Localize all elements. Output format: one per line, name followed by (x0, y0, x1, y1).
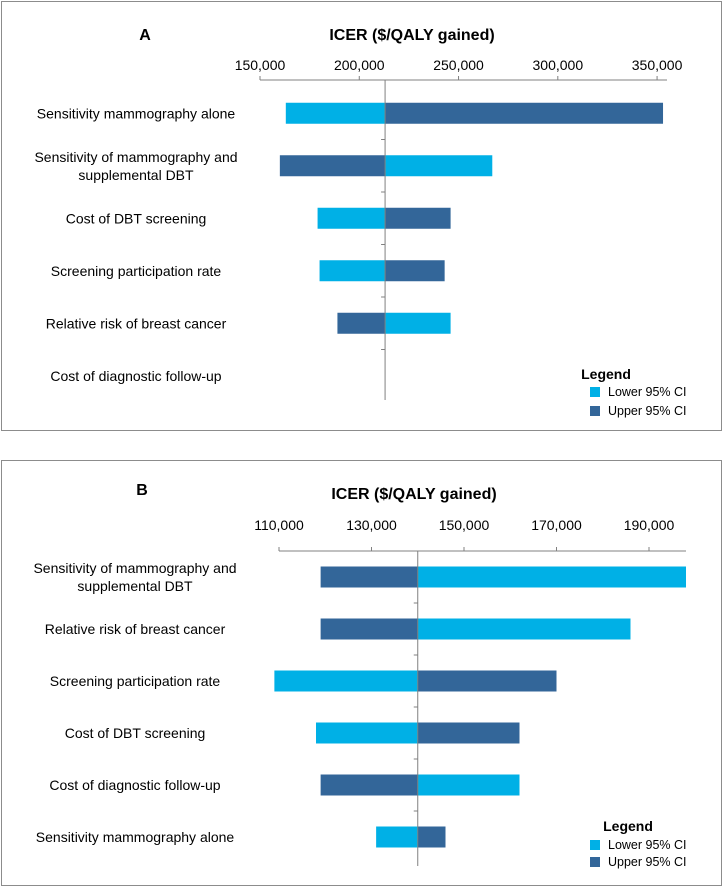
tick-label-b: 170,000 (531, 517, 582, 533)
category-label-b: Sensitivity of mammography and supplement… (33, 560, 236, 594)
category-label-a: Screening participation rate (51, 263, 222, 279)
category-label-b: Relative risk of breast cancer (45, 621, 226, 637)
category-label-a: Relative risk of breast cancer (46, 315, 227, 331)
panel-a: A ICER ($/QALY gained) 150,000 200,000 250,0… (1, 1, 722, 431)
legend-title-a: Legend (581, 366, 631, 382)
category-label-a: Sensitivity mammography alone (37, 105, 236, 121)
panel-label-a: A (139, 27, 151, 44)
bar-upper-b (417, 826, 446, 848)
axis-title-a: ICER ($/QALY gained) (329, 27, 494, 44)
bar-lower-a (319, 260, 386, 282)
tick-label-b: 110,000 (254, 517, 304, 533)
bar-upper-b (417, 670, 557, 692)
category-label-b: Screening participation rate (50, 673, 221, 689)
bar-upper-a (337, 312, 386, 334)
tick-label-a: 300,000 (533, 57, 584, 73)
bar-upper-b (320, 566, 418, 588)
panel-b: B ICER ($/QALY gained) 110,000 130,000 150,0… (1, 460, 722, 886)
axis-title-b: ICER ($/QALY gained) (331, 486, 496, 503)
category-label-a: Sensitivity of mammography and supplement… (34, 149, 237, 183)
bar-lower-b (316, 722, 418, 744)
legend-item-a: Lower 95% CI (608, 385, 687, 399)
legend-title-b: Legend (603, 818, 653, 834)
bar-lower-b (417, 774, 520, 796)
bar-upper-b (320, 618, 418, 640)
bar-lower-b (274, 670, 418, 692)
bar-upper-b (320, 774, 418, 796)
bar-upper-b (417, 722, 520, 744)
bar-upper-a (385, 260, 445, 282)
tornado-chart-a: A ICER ($/QALY gained) 150,000 200,000 250,0… (34, 27, 687, 418)
legend-item-a: Upper 95% CI (608, 404, 687, 418)
tick-label-a: 250,000 (433, 57, 484, 73)
tick-label-a: 350,000 (632, 57, 683, 73)
category-label-a: Cost of diagnostic follow-up (50, 368, 221, 384)
bar-lower-a (385, 312, 451, 334)
bar-lower-a (385, 155, 493, 177)
bar-lower-a (317, 207, 386, 229)
tick-label-b: 130,000 (346, 517, 397, 533)
category-label-a: Cost of DBT screening (66, 210, 207, 226)
tornado-chart-b: B ICER ($/QALY gained) 110,000 130,000 150,0… (33, 482, 687, 869)
bar-upper-a (279, 155, 386, 177)
bar-lower-b (417, 566, 686, 588)
legend-item-b: Lower 95% CI (608, 838, 687, 852)
legend-swatch-upper-a (590, 406, 600, 416)
category-label-b: Sensitivity mammography alone (36, 829, 235, 845)
panel-label-b: B (136, 482, 148, 499)
tick-label-b: 150,000 (439, 517, 490, 533)
category-label-b: Cost of diagnostic follow-up (49, 777, 220, 793)
bar-lower-b (376, 826, 418, 848)
bar-lower-b (417, 618, 631, 640)
tick-label-b: 190,000 (624, 517, 675, 533)
bar-upper-a (385, 102, 664, 124)
legend-item-b: Upper 95% CI (608, 855, 687, 869)
bar-lower-a (285, 102, 386, 124)
tick-label-a: 200,000 (334, 57, 385, 73)
tick-label-a: 150,000 (235, 57, 286, 73)
legend-swatch-lower-b (590, 840, 600, 850)
category-label-b: Cost of DBT screening (65, 725, 206, 741)
legend-swatch-lower-a (590, 387, 600, 397)
legend-swatch-upper-b (590, 857, 600, 867)
bar-upper-a (385, 207, 451, 229)
